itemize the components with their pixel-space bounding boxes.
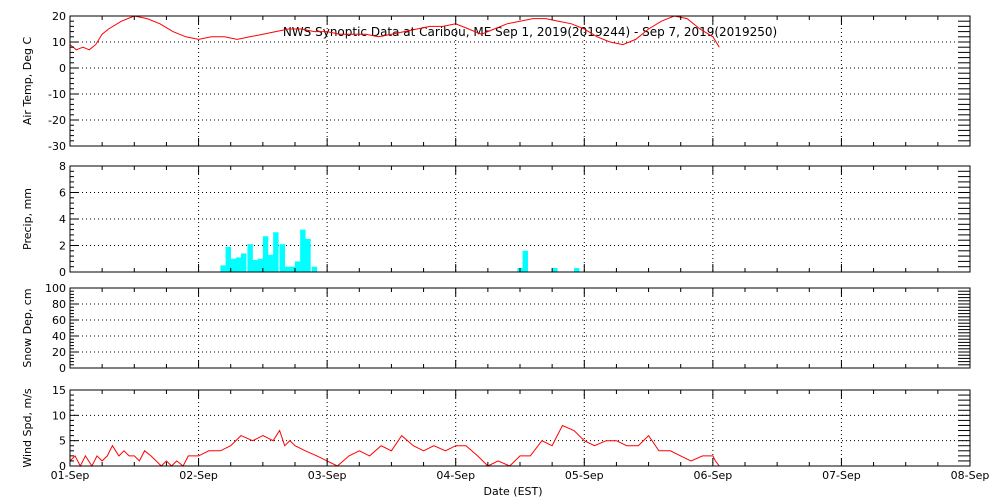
precip-bar	[289, 266, 296, 272]
precip-bar	[241, 253, 247, 272]
air-temp-ytick-label: 20	[52, 10, 66, 23]
snow-depth-ytick-label: 0	[59, 362, 66, 375]
precip-bar	[279, 244, 285, 272]
precip-ylabel: Precip, mm	[21, 188, 34, 250]
precip-bar	[257, 258, 264, 272]
snow-depth-ytick-label: 40	[52, 330, 66, 343]
wind-speed-ytick-label: 5	[59, 435, 66, 448]
wind-speed-ytick-label: 10	[52, 409, 66, 422]
x-tick-label: 07-Sep	[822, 469, 861, 482]
precip-bar	[574, 268, 580, 272]
wind-speed-frame	[69, 389, 971, 467]
x-tick-label: 06-Sep	[694, 469, 733, 482]
precip-bar	[273, 232, 279, 272]
x-tick-label: 04-Sep	[436, 469, 475, 482]
wind-speed-line	[69, 424, 720, 468]
precip-ytick-label: 2	[59, 240, 66, 253]
precip-bar	[252, 260, 258, 272]
precip-bar	[220, 265, 226, 272]
precip-bar	[235, 257, 242, 272]
x-tick-label: 05-Sep	[565, 469, 604, 482]
snow-depth-frame	[69, 287, 971, 369]
wind-speed-ytick-label: 0	[59, 460, 66, 473]
precip-bar	[262, 236, 269, 272]
air-temp-line	[69, 15, 720, 51]
precip-bar	[284, 266, 291, 272]
air-temp-ytick-label: 10	[52, 36, 66, 49]
precip-bar	[300, 229, 306, 272]
wind-speed-ytick-label: 15	[52, 384, 66, 397]
air-temp-ytick-label: -30	[48, 140, 66, 153]
wind-speed-ylabel: Wind Spd, m/s	[21, 388, 34, 468]
precip-bar	[311, 266, 318, 272]
precip-bar	[305, 238, 311, 272]
precip-bar	[247, 244, 253, 272]
precip-bar	[295, 261, 301, 272]
snow-depth-ytick-label: 60	[52, 314, 66, 327]
snow-depth-ytick-label: 20	[52, 346, 66, 359]
precip-bar	[552, 268, 558, 272]
air-temp-ytick-label: 0	[59, 62, 66, 75]
chart-title: NWS Synoptic Data at Caribou, ME Sep 1, …	[283, 25, 777, 39]
air-temp-ytick-label: -20	[48, 114, 66, 127]
air-temp-ylabel: Air Temp, Deg C	[21, 37, 34, 126]
air-temp-ytick-label: -10	[48, 88, 66, 101]
precip-ytick-label: 4	[59, 213, 66, 226]
precip-bar	[225, 246, 231, 272]
precip-ytick-label: 8	[59, 160, 66, 173]
x-tick-label: 01-Sep	[51, 469, 90, 482]
precip-bar	[522, 250, 528, 272]
x-tick-label: 08-Sep	[951, 469, 990, 482]
precip-ytick-label: 0	[59, 266, 66, 279]
x-axis-label: Date (EST)	[483, 485, 542, 498]
precip-bar	[230, 258, 237, 272]
snow-depth-ytick-label: 80	[52, 298, 66, 311]
snow-depth-ylabel: Snow Dep, cm	[21, 288, 34, 367]
x-tick-label: 02-Sep	[179, 469, 218, 482]
snow-depth-ytick-label: 100	[45, 282, 66, 295]
precip-bar	[268, 254, 274, 272]
x-tick-label: 03-Sep	[308, 469, 347, 482]
precip-ytick-label: 6	[59, 187, 66, 200]
